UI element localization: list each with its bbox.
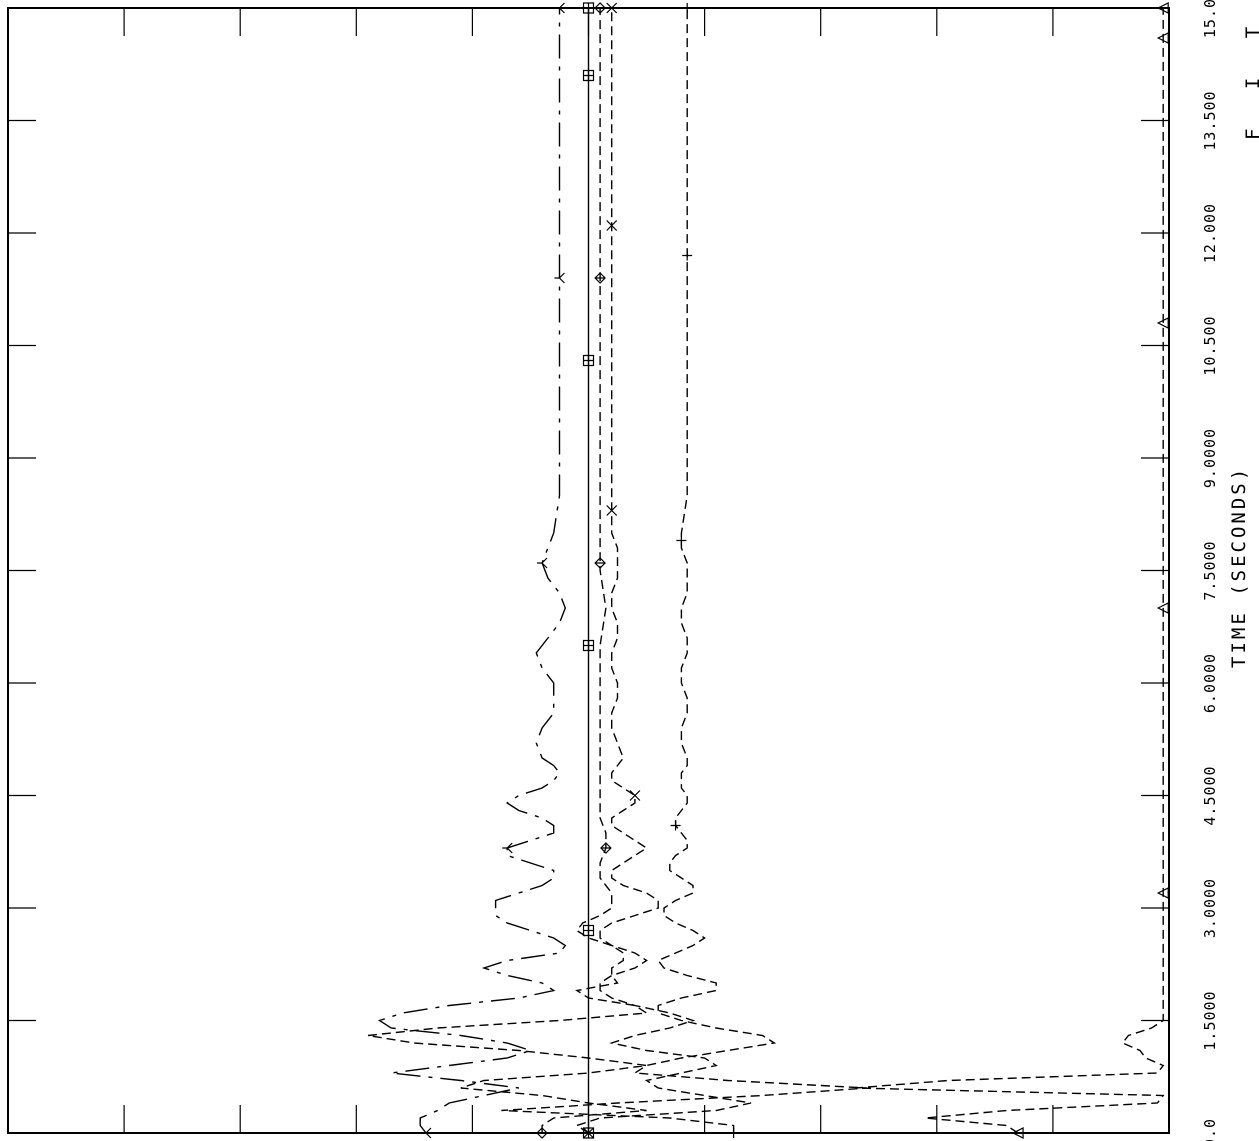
x-tick-label-1: 1.5000 xyxy=(1201,990,1219,1050)
series-3-marker-5 xyxy=(582,2,595,14)
series-4-marker-4 xyxy=(682,3,693,13)
series-4-marker-2 xyxy=(676,535,687,546)
series-0-marker-0 xyxy=(420,1127,432,1139)
series-0-marker-3 xyxy=(554,272,565,284)
series-5-marker-2 xyxy=(1156,602,1169,614)
x-tick-label-2: 3.0000 xyxy=(1201,878,1219,938)
series-3-marker-4 xyxy=(582,69,595,82)
series-5-marker-5 xyxy=(1156,2,1169,14)
series-4-marker-1 xyxy=(670,820,681,831)
series-line-2 xyxy=(575,8,752,1134)
x-tick-label-10: 15.000 xyxy=(1201,0,1219,38)
series-1-marker-1 xyxy=(600,842,612,854)
series-2-marker-2 xyxy=(606,505,618,516)
series-3-marker-2 xyxy=(582,639,595,652)
series-3-marker-0 xyxy=(582,1127,595,1139)
series-5-marker-4 xyxy=(1156,32,1169,44)
x-tick-label-8: 12.000 xyxy=(1201,203,1219,263)
series-line-4 xyxy=(501,8,868,1133)
series-line-0 xyxy=(377,8,567,1134)
series-4-marker-0 xyxy=(728,1128,739,1138)
marker-group xyxy=(420,2,1169,1139)
series-2-marker-4 xyxy=(606,2,618,14)
series-2-marker-1 xyxy=(629,790,641,801)
series-1-marker-2 xyxy=(594,557,606,569)
x-tick-labels: 0.0 1.5000 3.0000 4.5000 6.0000 7.5000 9.0000 1… xyxy=(1201,0,1219,1141)
series-1-marker-4 xyxy=(594,2,606,14)
series-5-marker-1 xyxy=(1156,887,1169,899)
series-3-marker-1 xyxy=(582,924,595,937)
x-tick-label-6: 9.0000 xyxy=(1201,428,1219,488)
series-line-5 xyxy=(855,8,1165,1134)
series-line-1 xyxy=(367,8,649,1133)
extra-label: F I T U xyxy=(1242,0,1259,140)
series-group xyxy=(367,8,1165,1134)
x-tick-label-0: 0.0 xyxy=(1201,1118,1219,1141)
series-4-marker-3 xyxy=(682,250,693,261)
series-5-marker-3 xyxy=(1156,317,1169,329)
x-tick-label-9: 13.500 xyxy=(1201,90,1219,150)
x-tick-label-7: 10.500 xyxy=(1201,315,1219,375)
series-0-marker-2 xyxy=(537,557,548,569)
series-1-marker-0 xyxy=(536,1127,548,1139)
series-3-marker-3 xyxy=(582,354,595,367)
series-5-marker-0 xyxy=(1011,1127,1024,1139)
series-0-marker-4 xyxy=(554,2,565,14)
series-1-marker-3 xyxy=(594,272,606,284)
axis-ticks xyxy=(8,7,1169,1134)
x-axis-label: TIME (SECONDS) xyxy=(1228,466,1250,668)
series-2-marker-3 xyxy=(606,220,618,231)
x-tick-label-5: 7.5000 xyxy=(1201,540,1219,600)
series-0-marker-1 xyxy=(502,842,513,854)
x-tick-label-4: 6.0000 xyxy=(1201,653,1219,713)
x-tick-label-3: 4.5000 xyxy=(1201,765,1219,825)
